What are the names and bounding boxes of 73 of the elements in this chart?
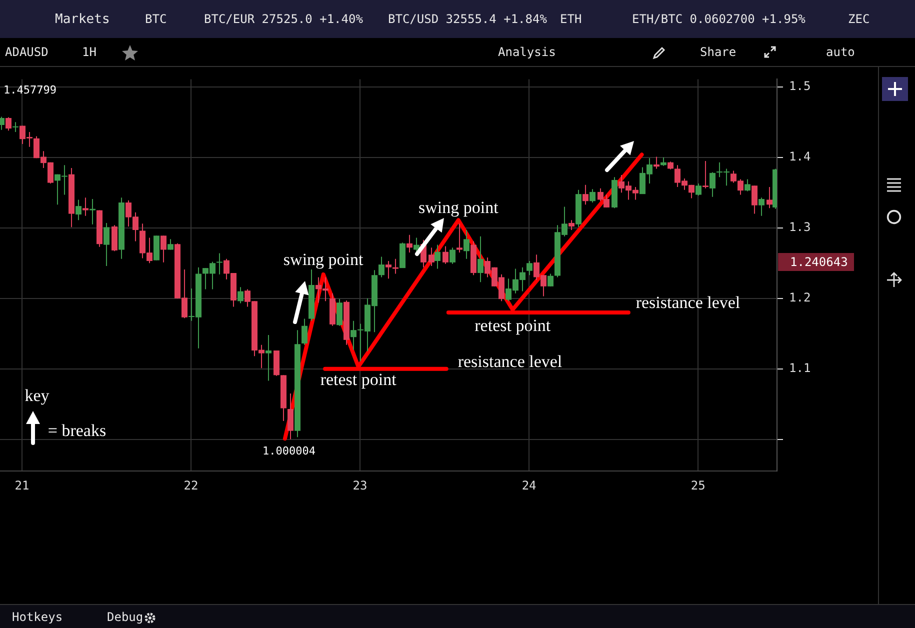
text: 1H (82, 45, 96, 59)
text: ADAUSD (5, 45, 48, 59)
annotation: retest point (320, 370, 396, 390)
x-tick-label: 24 (522, 478, 536, 492)
y-tick-label: 1.4 (789, 150, 811, 164)
candlestick (478, 236, 484, 283)
annotation: resistance level (636, 293, 740, 313)
candlestick (710, 172, 716, 198)
candlestick (526, 260, 532, 276)
candlestick (456, 223, 462, 254)
text: Markets (55, 12, 110, 27)
text: ETH/BTC 0.0602700 +1.95% (632, 12, 806, 26)
candlestick (464, 230, 470, 260)
candlestick (702, 160, 708, 189)
candlestick (568, 220, 574, 230)
annotation: swing point (418, 198, 498, 218)
candlestick (216, 252, 222, 275)
candlestick (548, 273, 554, 287)
annotation: 1.457799 (4, 84, 56, 96)
annotation: retest point (474, 316, 551, 336)
x-tick-label: 22 (184, 478, 198, 492)
candlestick (386, 260, 392, 280)
candlestick (90, 198, 96, 225)
text: Share (700, 45, 736, 59)
text: Analysis (498, 45, 556, 59)
candlestick (266, 334, 272, 382)
candlestick (112, 224, 118, 252)
annotation: = breaks (48, 421, 106, 441)
annotation: swing point (283, 250, 364, 270)
y-tick-label: 1.2 (789, 290, 811, 304)
text: Debug (107, 610, 144, 624)
annotation: key (24, 386, 50, 406)
text: BTC (145, 12, 167, 26)
text: ETH (560, 12, 582, 26)
candlestick (406, 234, 412, 254)
text: 1.240643 (778, 253, 854, 271)
candlestick (752, 185, 758, 214)
candlestick (434, 244, 440, 270)
x-tick-label: 25 (690, 478, 706, 492)
y-tick-label: 1.1 (789, 360, 811, 375)
candlestick (288, 392, 294, 440)
candlestick (450, 247, 456, 264)
candlestick (76, 199, 82, 221)
text: BTC/USD 32555.4 +1.84% (388, 12, 547, 26)
candlestick (302, 318, 308, 346)
candlestick (336, 298, 342, 326)
text: auto (826, 45, 855, 59)
text: BTC/EUR 27525.0 +1.40% (204, 12, 363, 26)
y-tick-label: 1.5 (789, 79, 811, 94)
candlestick (696, 182, 702, 196)
candlestick (6, 116, 12, 132)
x-tick-label: 21 (14, 478, 30, 492)
candlestick (758, 197, 764, 216)
candlestick (392, 258, 398, 274)
text: ZEC (848, 12, 870, 26)
annotation: 1.000004 (262, 444, 316, 458)
candlestick (590, 188, 596, 204)
candlestick (12, 122, 18, 133)
candlestick (766, 186, 772, 209)
candlestick (654, 156, 660, 170)
candlestick (378, 256, 384, 278)
annotation: resistance level (458, 352, 562, 372)
candlestick (428, 247, 434, 266)
candlestick (104, 222, 110, 266)
x-tick-label: 23 (352, 478, 368, 492)
text: Hotkeys (12, 610, 63, 624)
candlestick (744, 178, 750, 192)
candlestick (442, 246, 448, 264)
candlestick (82, 197, 88, 216)
y-tick-label: 1.3 (789, 220, 811, 234)
candlestick (160, 235, 166, 263)
candlestick (582, 184, 588, 206)
candlestick (238, 286, 244, 304)
